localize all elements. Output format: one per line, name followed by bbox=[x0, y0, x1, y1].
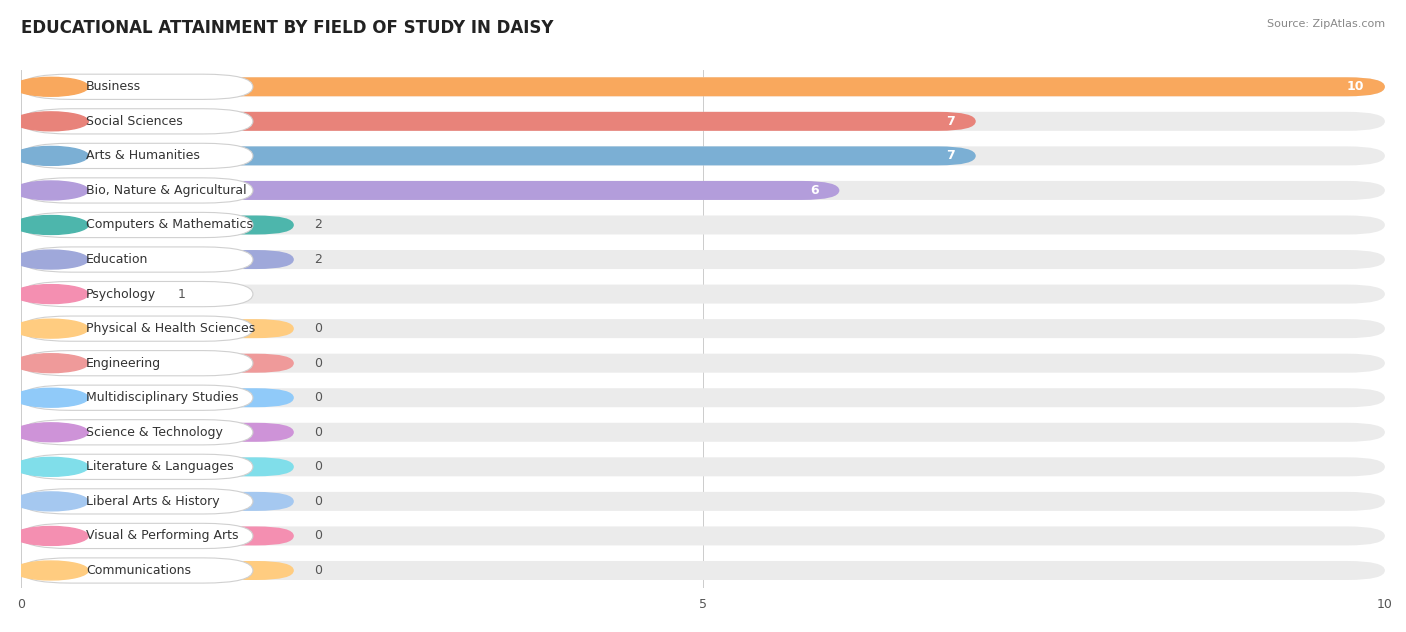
Text: 2: 2 bbox=[315, 219, 322, 231]
FancyBboxPatch shape bbox=[21, 247, 253, 272]
Text: Psychology: Psychology bbox=[86, 288, 156, 301]
FancyBboxPatch shape bbox=[21, 423, 1385, 442]
Text: 2: 2 bbox=[315, 253, 322, 266]
Text: 10: 10 bbox=[1347, 80, 1364, 94]
Text: Visual & Performing Arts: Visual & Performing Arts bbox=[86, 530, 238, 542]
FancyBboxPatch shape bbox=[21, 147, 976, 166]
FancyBboxPatch shape bbox=[21, 316, 253, 341]
FancyBboxPatch shape bbox=[21, 319, 1385, 338]
FancyBboxPatch shape bbox=[21, 523, 253, 549]
FancyBboxPatch shape bbox=[21, 492, 294, 511]
FancyBboxPatch shape bbox=[21, 458, 1385, 477]
FancyBboxPatch shape bbox=[21, 385, 253, 410]
Text: 0: 0 bbox=[315, 322, 322, 335]
Text: EDUCATIONAL ATTAINMENT BY FIELD OF STUDY IN DAISY: EDUCATIONAL ATTAINMENT BY FIELD OF STUDY… bbox=[21, 19, 554, 37]
Circle shape bbox=[14, 319, 89, 338]
FancyBboxPatch shape bbox=[21, 319, 294, 338]
FancyBboxPatch shape bbox=[21, 526, 294, 545]
FancyBboxPatch shape bbox=[21, 74, 253, 99]
FancyBboxPatch shape bbox=[21, 212, 253, 238]
Circle shape bbox=[14, 354, 89, 373]
Text: Communications: Communications bbox=[86, 564, 191, 577]
Circle shape bbox=[14, 492, 89, 511]
FancyBboxPatch shape bbox=[21, 388, 294, 407]
FancyBboxPatch shape bbox=[21, 109, 253, 134]
FancyBboxPatch shape bbox=[21, 250, 1385, 269]
Text: 6: 6 bbox=[810, 184, 818, 197]
FancyBboxPatch shape bbox=[21, 112, 1385, 131]
Text: Arts & Humanities: Arts & Humanities bbox=[86, 149, 200, 162]
FancyBboxPatch shape bbox=[21, 489, 253, 514]
FancyBboxPatch shape bbox=[21, 284, 1385, 303]
FancyBboxPatch shape bbox=[21, 454, 253, 480]
Text: Engineering: Engineering bbox=[86, 356, 160, 370]
Circle shape bbox=[14, 147, 89, 166]
FancyBboxPatch shape bbox=[21, 181, 839, 200]
Circle shape bbox=[14, 388, 89, 407]
FancyBboxPatch shape bbox=[21, 143, 253, 169]
Circle shape bbox=[14, 561, 89, 580]
FancyBboxPatch shape bbox=[21, 492, 1385, 511]
Text: Physical & Health Sciences: Physical & Health Sciences bbox=[86, 322, 254, 335]
Circle shape bbox=[14, 526, 89, 545]
Text: Education: Education bbox=[86, 253, 148, 266]
Circle shape bbox=[14, 77, 89, 96]
FancyBboxPatch shape bbox=[21, 77, 1385, 96]
Circle shape bbox=[14, 423, 89, 442]
FancyBboxPatch shape bbox=[21, 354, 294, 373]
FancyBboxPatch shape bbox=[21, 420, 253, 445]
FancyBboxPatch shape bbox=[21, 526, 1385, 545]
FancyBboxPatch shape bbox=[21, 561, 294, 580]
Text: 0: 0 bbox=[315, 564, 322, 577]
FancyBboxPatch shape bbox=[21, 147, 1385, 166]
Text: Multidisciplinary Studies: Multidisciplinary Studies bbox=[86, 391, 238, 404]
Text: 0: 0 bbox=[315, 530, 322, 542]
Text: 7: 7 bbox=[946, 149, 955, 162]
FancyBboxPatch shape bbox=[21, 558, 253, 583]
FancyBboxPatch shape bbox=[21, 561, 1385, 580]
Circle shape bbox=[14, 181, 89, 200]
FancyBboxPatch shape bbox=[21, 178, 253, 203]
FancyBboxPatch shape bbox=[21, 216, 294, 234]
Text: 1: 1 bbox=[179, 288, 186, 301]
FancyBboxPatch shape bbox=[21, 351, 253, 376]
Text: Science & Technology: Science & Technology bbox=[86, 426, 222, 439]
FancyBboxPatch shape bbox=[21, 77, 1385, 96]
Text: Computers & Mathematics: Computers & Mathematics bbox=[86, 219, 253, 231]
FancyBboxPatch shape bbox=[21, 281, 253, 307]
Text: 0: 0 bbox=[315, 391, 322, 404]
Circle shape bbox=[14, 216, 89, 234]
Text: 0: 0 bbox=[315, 495, 322, 508]
Text: Social Sciences: Social Sciences bbox=[86, 115, 183, 128]
Circle shape bbox=[14, 284, 89, 303]
Text: Business: Business bbox=[86, 80, 141, 94]
FancyBboxPatch shape bbox=[21, 216, 1385, 234]
Text: 0: 0 bbox=[315, 426, 322, 439]
FancyBboxPatch shape bbox=[21, 112, 976, 131]
FancyBboxPatch shape bbox=[21, 458, 294, 477]
Text: Bio, Nature & Agricultural: Bio, Nature & Agricultural bbox=[86, 184, 246, 197]
Circle shape bbox=[14, 112, 89, 131]
Text: Literature & Languages: Literature & Languages bbox=[86, 460, 233, 473]
Text: Liberal Arts & History: Liberal Arts & History bbox=[86, 495, 219, 508]
Text: 0: 0 bbox=[315, 356, 322, 370]
Text: Source: ZipAtlas.com: Source: ZipAtlas.com bbox=[1267, 19, 1385, 29]
Circle shape bbox=[14, 250, 89, 269]
FancyBboxPatch shape bbox=[21, 423, 294, 442]
Circle shape bbox=[14, 458, 89, 477]
FancyBboxPatch shape bbox=[21, 354, 1385, 373]
Text: 0: 0 bbox=[315, 460, 322, 473]
FancyBboxPatch shape bbox=[21, 181, 1385, 200]
FancyBboxPatch shape bbox=[21, 388, 1385, 407]
FancyBboxPatch shape bbox=[21, 284, 157, 303]
Text: 7: 7 bbox=[946, 115, 955, 128]
FancyBboxPatch shape bbox=[21, 250, 294, 269]
